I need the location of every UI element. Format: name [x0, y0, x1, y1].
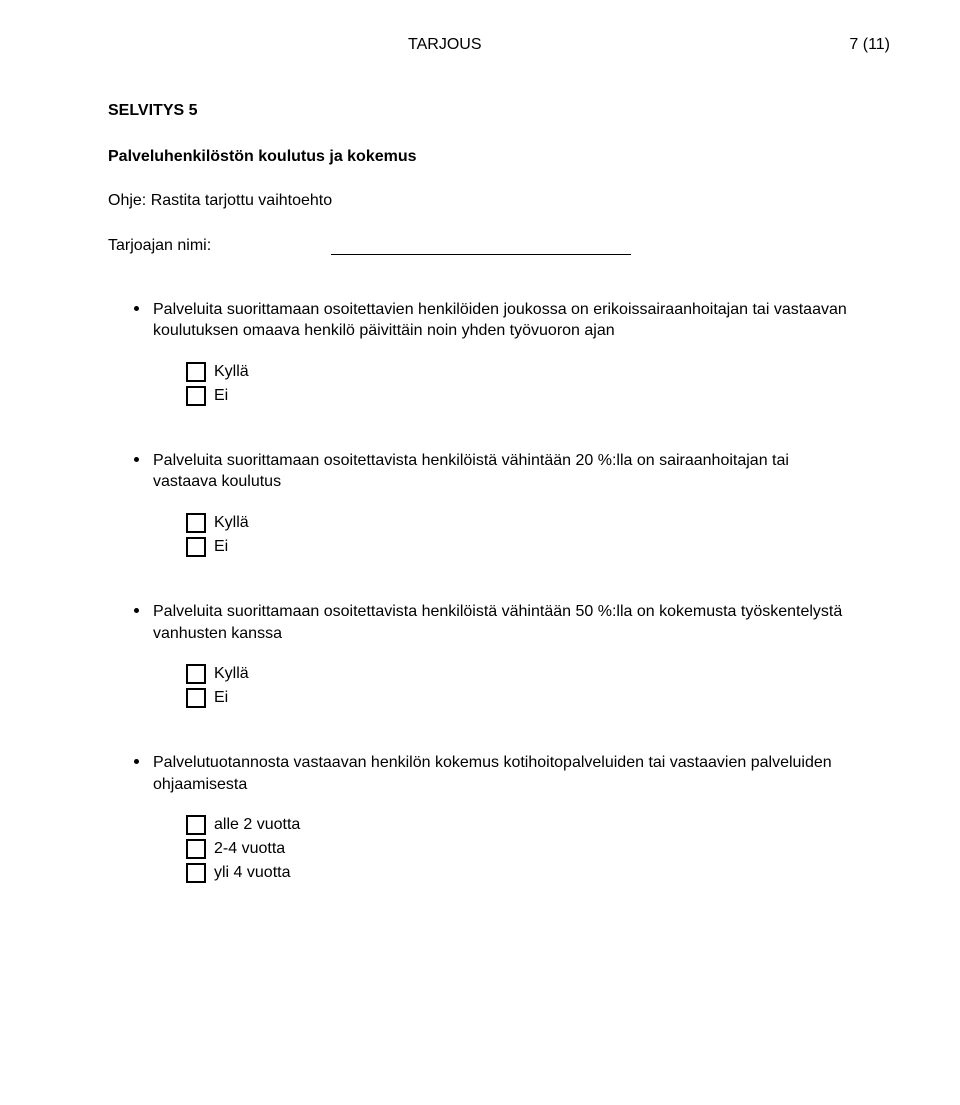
checkbox[interactable]: [186, 513, 206, 533]
options-group: Kyllä Ei: [108, 362, 890, 406]
checkbox[interactable]: [186, 863, 206, 883]
checkbox[interactable]: [186, 839, 206, 859]
bullet-row: Palveluita suorittamaan osoitettavista h…: [108, 601, 890, 644]
section-subheading: Palveluhenkilöstön koulutus ja kokemus: [108, 148, 890, 166]
form-item: Palveluita suorittamaan osoitettavista h…: [108, 450, 890, 557]
option-row: Kyllä: [186, 362, 890, 382]
checkbox[interactable]: [186, 386, 206, 406]
item-text: Palveluita suorittamaan osoitettavien he…: [153, 299, 853, 342]
page: TARJOUS 7 (11) SELVITYS 5 Palveluhenkilö…: [0, 0, 960, 1105]
option-label: Kyllä: [214, 363, 249, 381]
name-label: Tarjoajan nimi:: [108, 237, 211, 255]
option-label: alle 2 vuotta: [214, 816, 300, 834]
checkbox[interactable]: [186, 815, 206, 835]
instruction-text: Ohje: Rastita tarjottu vaihtoehto: [108, 192, 890, 210]
name-input-line[interactable]: [331, 236, 631, 255]
option-label: Ei: [214, 689, 228, 707]
options-group: alle 2 vuotta 2-4 vuotta yli 4 vuotta: [108, 815, 890, 883]
page-indicator: 7 (11): [849, 36, 890, 54]
checkbox[interactable]: [186, 688, 206, 708]
option-row: Kyllä: [186, 664, 890, 684]
option-row: Ei: [186, 537, 890, 557]
bullet-icon: [134, 608, 139, 613]
option-label: Kyllä: [214, 665, 249, 683]
option-label: Ei: [214, 387, 228, 405]
bullet-row: Palvelutuotannosta vastaavan henkilön ko…: [108, 752, 890, 795]
option-label: Kyllä: [214, 514, 249, 532]
option-row: Ei: [186, 386, 890, 406]
option-row: alle 2 vuotta: [186, 815, 890, 835]
bullet-icon: [134, 457, 139, 462]
form-item: Palvelutuotannosta vastaavan henkilön ko…: [108, 752, 890, 883]
option-row: Ei: [186, 688, 890, 708]
bullet-row: Palveluita suorittamaan osoitettavien he…: [108, 299, 890, 342]
options-group: Kyllä Ei: [108, 513, 890, 557]
option-label: 2-4 vuotta: [214, 840, 285, 858]
name-row: Tarjoajan nimi:: [108, 236, 890, 255]
page-header: TARJOUS 7 (11): [108, 36, 890, 54]
option-label: yli 4 vuotta: [214, 864, 290, 882]
checkbox[interactable]: [186, 537, 206, 557]
item-text: Palveluita suorittamaan osoitettavista h…: [153, 601, 853, 644]
doc-type: TARJOUS: [408, 36, 481, 54]
item-text: Palvelutuotannosta vastaavan henkilön ko…: [153, 752, 853, 795]
checkbox[interactable]: [186, 362, 206, 382]
section-title: SELVITYS 5: [108, 102, 890, 120]
option-label: Ei: [214, 538, 228, 556]
item-text: Palveluita suorittamaan osoitettavista h…: [153, 450, 853, 493]
form-item: Palveluita suorittamaan osoitettavista h…: [108, 601, 890, 708]
options-group: Kyllä Ei: [108, 664, 890, 708]
bullet-row: Palveluita suorittamaan osoitettavista h…: [108, 450, 890, 493]
form-item: Palveluita suorittamaan osoitettavien he…: [108, 299, 890, 406]
bullet-icon: [134, 759, 139, 764]
bullet-icon: [134, 306, 139, 311]
option-row: yli 4 vuotta: [186, 863, 890, 883]
checkbox[interactable]: [186, 664, 206, 684]
option-row: Kyllä: [186, 513, 890, 533]
option-row: 2-4 vuotta: [186, 839, 890, 859]
